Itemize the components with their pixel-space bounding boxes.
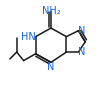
Text: N: N: [47, 62, 55, 72]
Text: HN: HN: [21, 32, 36, 42]
Text: N: N: [78, 47, 86, 57]
Text: NH₂: NH₂: [42, 6, 60, 16]
Text: N: N: [78, 26, 86, 36]
